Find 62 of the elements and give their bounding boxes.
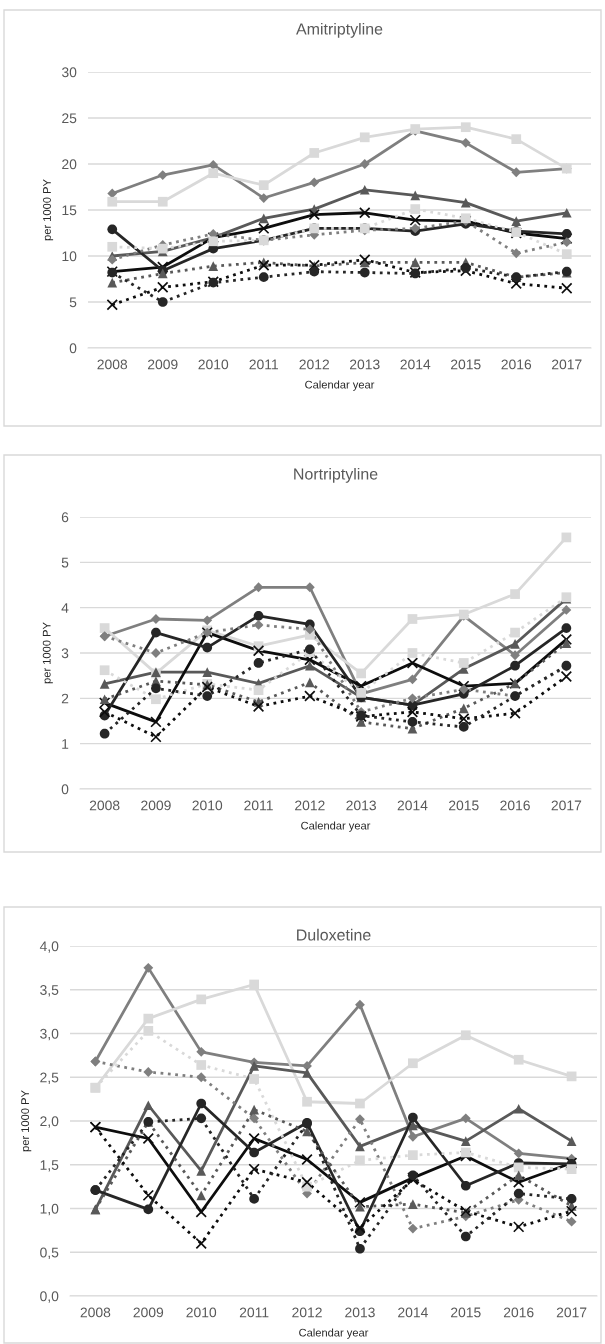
y-tick-label: 6 bbox=[61, 512, 69, 523]
y-tick-label: 5 bbox=[61, 557, 69, 568]
x-tick-label: 2014 bbox=[400, 359, 431, 370]
x-tick-label: 2010 bbox=[186, 1307, 217, 1318]
x-tick-label: 2008 bbox=[97, 359, 128, 370]
x-tick-label: 2008 bbox=[80, 1307, 111, 1318]
x-axis-title: Calendar year bbox=[301, 821, 371, 832]
x-tick-label: 2016 bbox=[503, 1307, 534, 1318]
y-tick-label: 0 bbox=[69, 343, 77, 354]
y-tick-label: 3,0 bbox=[40, 1028, 59, 1041]
y-axis-title: per 1000 PY bbox=[42, 622, 53, 684]
y-tick-label: 4,0 bbox=[39, 941, 59, 953]
y-tick-label: 15 bbox=[62, 205, 77, 216]
y-tick-label: 1 bbox=[62, 739, 69, 749]
y-tick-label: 2 bbox=[61, 693, 69, 704]
chart-title: Nortriptyline bbox=[294, 467, 378, 483]
y-tick-label: 30 bbox=[61, 67, 77, 78]
x-tick-label: 2013 bbox=[346, 800, 376, 811]
x-tick-label: 2012 bbox=[299, 359, 329, 370]
y-tick-label: 3 bbox=[61, 648, 69, 659]
y-axis-title: per 1000 PY bbox=[21, 1090, 32, 1152]
x-tick-label: 2011 bbox=[239, 1307, 269, 1318]
y-tick-label: 0,5 bbox=[40, 1247, 59, 1260]
chart-title: Duloxetine bbox=[297, 928, 371, 941]
x-tick-label: 2015 bbox=[451, 359, 481, 370]
y-tick-label: 2,0 bbox=[40, 1116, 59, 1128]
y-tick-label: 3,5 bbox=[40, 985, 59, 997]
x-tick-label: 2009 bbox=[133, 1307, 164, 1318]
x-tick-label: 2011 bbox=[249, 359, 279, 370]
y-tick-label: 1,5 bbox=[40, 1160, 59, 1172]
x-tick-label: 2012 bbox=[295, 800, 325, 811]
x-tick-label: 2017 bbox=[552, 359, 582, 370]
y-tick-label: 4 bbox=[61, 603, 69, 613]
y-tick-label: 0 bbox=[61, 784, 69, 795]
x-tick-label: 2013 bbox=[345, 1307, 375, 1318]
x-tick-label: 2016 bbox=[500, 800, 530, 811]
y-tick-label: 5 bbox=[69, 297, 77, 308]
x-tick-label: 2012 bbox=[292, 1307, 322, 1318]
y-tick-label: 25 bbox=[62, 113, 77, 124]
x-tick-label: 2009 bbox=[147, 359, 178, 370]
y-axis-title: per 1000 PY bbox=[43, 179, 54, 241]
x-tick-label: 2015 bbox=[449, 800, 479, 811]
y-tick-label: 2,5 bbox=[40, 1072, 59, 1085]
y-tick-label: 10 bbox=[62, 251, 77, 262]
x-tick-label: 2014 bbox=[397, 800, 428, 811]
x-tick-label: 2010 bbox=[192, 800, 223, 811]
x-tick-label: 2015 bbox=[451, 1307, 481, 1318]
x-tick-label: 2016 bbox=[501, 359, 532, 370]
x-tick-label: 2011 bbox=[244, 800, 273, 811]
x-tick-label: 2008 bbox=[89, 800, 120, 811]
x-tick-label: 2009 bbox=[141, 800, 171, 811]
chart-title: Amitriptyline bbox=[296, 22, 383, 38]
x-axis-title: Calendar year bbox=[305, 380, 375, 391]
y-tick-label: 20 bbox=[62, 159, 77, 170]
x-tick-label: 2010 bbox=[198, 359, 229, 370]
x-tick-label: 2013 bbox=[350, 359, 380, 370]
x-tick-label: 2017 bbox=[551, 800, 582, 811]
x-axis-title: Calendar year bbox=[299, 1328, 369, 1339]
x-tick-label: 2014 bbox=[398, 1307, 428, 1318]
y-tick-label: 0,0 bbox=[40, 1291, 59, 1303]
x-tick-label: 2017 bbox=[556, 1307, 587, 1318]
y-tick-label: 1,0 bbox=[40, 1203, 59, 1216]
